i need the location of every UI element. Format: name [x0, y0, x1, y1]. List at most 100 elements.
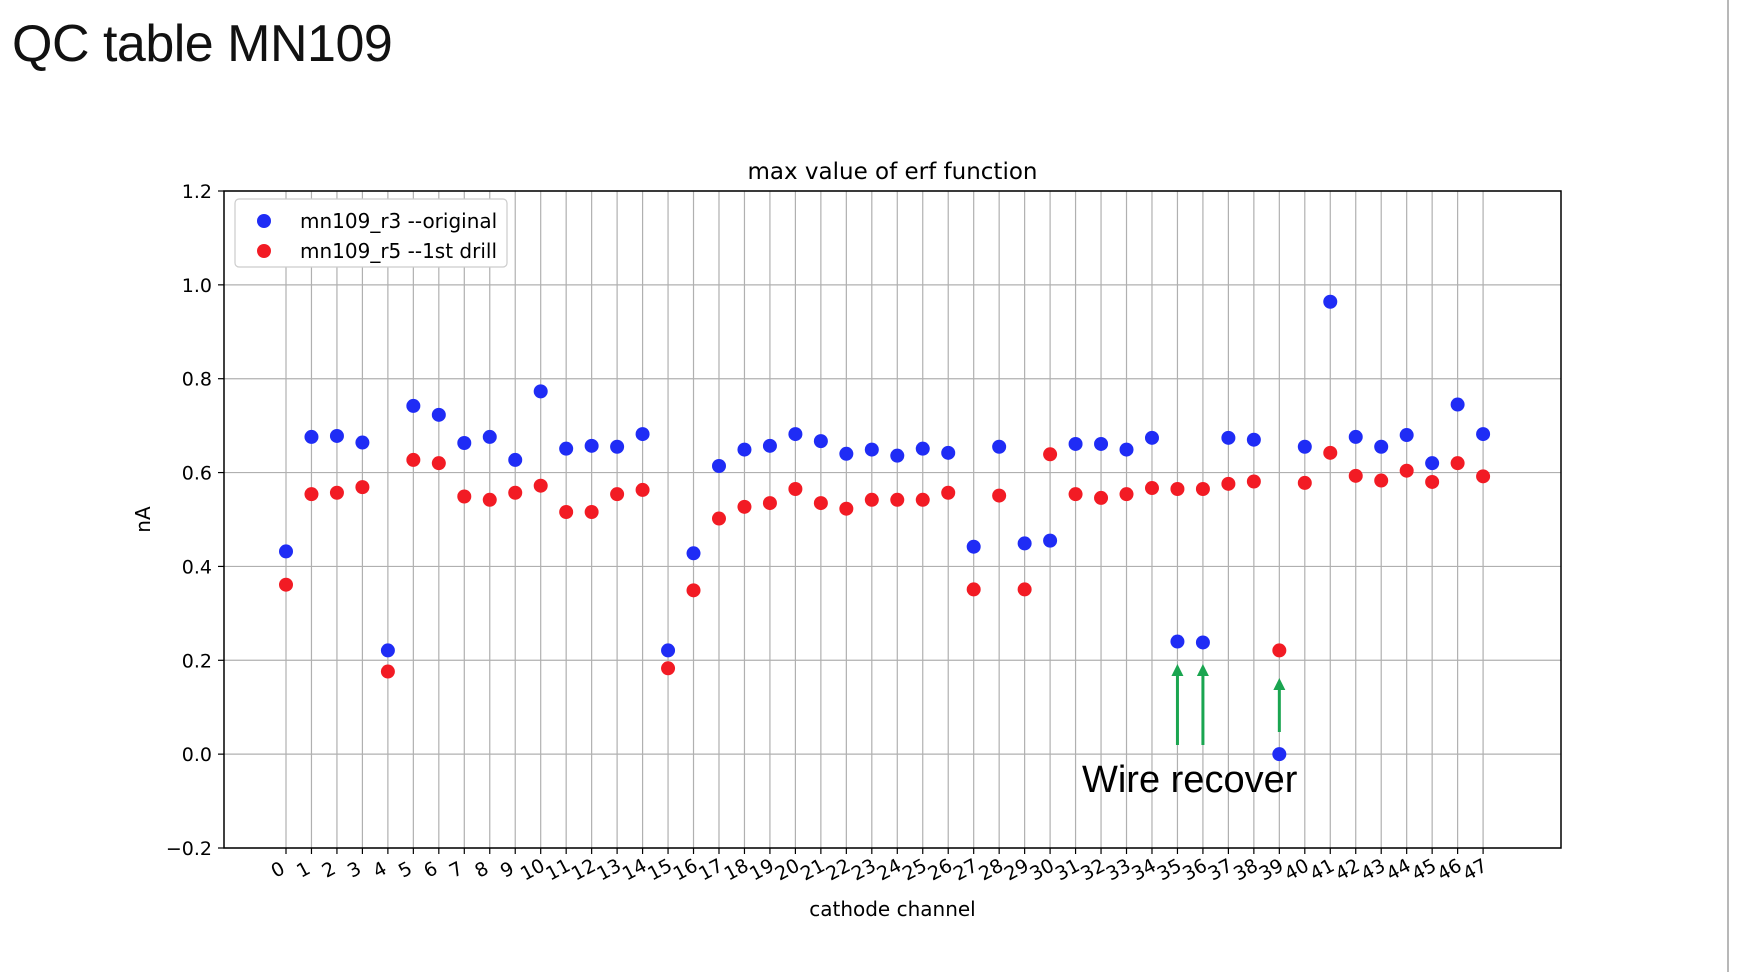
point-r3: [890, 448, 905, 463]
point-r3: [762, 438, 777, 453]
point-r5: [711, 511, 726, 526]
point-r3: [686, 546, 701, 561]
slide-title: QC table MN109: [12, 15, 393, 73]
point-r3: [635, 427, 650, 442]
point-r5: [559, 504, 574, 519]
point-r3: [1221, 430, 1236, 445]
point-r5: [686, 583, 701, 598]
point-r5: [584, 504, 599, 519]
x-tick-label: 6: [420, 857, 441, 882]
point-r5: [1068, 487, 1083, 502]
point-r5: [864, 492, 879, 507]
point-r5: [1170, 481, 1185, 496]
point-r5: [1272, 643, 1287, 658]
slide-edge-divider: [1727, 0, 1729, 972]
point-r5: [890, 492, 905, 507]
x-axis-label: cathode channel: [809, 897, 976, 921]
point-r5: [329, 485, 344, 500]
point-r5: [788, 481, 803, 496]
point-r3: [1170, 634, 1185, 649]
point-r3: [1195, 635, 1210, 650]
point-r3: [1119, 442, 1134, 457]
point-r3: [1017, 536, 1032, 551]
point-r5: [1246, 474, 1261, 489]
annotations: Wire recover: [1082, 664, 1298, 801]
point-r5: [813, 496, 828, 511]
point-r3: [1323, 294, 1338, 309]
plot-frame: [223, 190, 1562, 849]
point-r5: [533, 478, 548, 493]
point-r5: [279, 577, 293, 592]
point-r3: [533, 384, 548, 399]
point-r5: [737, 499, 752, 514]
point-r3: [1348, 429, 1363, 444]
point-r5: [1297, 475, 1312, 490]
point-r3: [279, 544, 293, 559]
point-r3: [610, 439, 625, 454]
point-r5: [1399, 463, 1414, 478]
point-r3: [941, 445, 956, 460]
point-r5: [1017, 582, 1032, 597]
y-axis: −0.2 0.0 0.2 0.4 0.6 0.8 1.0 1.2: [166, 181, 224, 860]
point-r3: [992, 439, 1007, 454]
x-tick-label: 7: [446, 857, 467, 882]
point-r3: [431, 407, 446, 422]
point-r5: [941, 485, 956, 500]
point-r5: [1144, 481, 1159, 496]
legend-label-r5: mn109_r5 --1st drill: [300, 239, 497, 263]
point-r3: [813, 434, 828, 449]
point-r3: [457, 436, 472, 451]
y-axis-label: nA: [131, 506, 155, 533]
data-points: [279, 294, 1491, 762]
x-axis: 0 1 2 3 4 5 6 7 8 9 101112131415161718192021222324…: [267, 848, 1491, 886]
point-r5: [457, 489, 472, 504]
point-r5: [1195, 481, 1210, 496]
x-tick-label: 2: [318, 857, 339, 882]
x-tick-label: 1: [293, 857, 314, 882]
point-r3: [482, 429, 497, 444]
point-r3: [1297, 439, 1312, 454]
y-tick-label: 0.6: [182, 463, 212, 485]
point-r5: [966, 582, 981, 597]
x-tick-label: 47: [1459, 855, 1491, 886]
point-r5: [380, 664, 395, 679]
point-r5: [431, 456, 446, 471]
point-r3: [966, 539, 981, 554]
y-tick-label: 0.2: [182, 650, 212, 672]
point-r5: [1094, 490, 1109, 505]
point-r3: [329, 428, 344, 443]
x-tick-label: 3: [344, 857, 365, 882]
point-r5: [304, 487, 319, 502]
point-r5: [1450, 456, 1465, 471]
x-tick-label: 8: [471, 857, 492, 882]
annotation-text: Wire recover: [1082, 759, 1298, 801]
point-r3: [1450, 397, 1465, 412]
point-r3: [1399, 428, 1414, 443]
point-r3: [839, 446, 854, 461]
point-r5: [992, 488, 1007, 503]
point-r3: [661, 643, 676, 658]
y-tick-label: 0.4: [182, 556, 212, 578]
annotation-arrow-head: [1273, 678, 1286, 690]
y-tick-label: −0.2: [166, 838, 212, 860]
point-r5: [355, 480, 370, 495]
point-r3: [1043, 533, 1058, 548]
x-tick-label: 9: [497, 857, 518, 882]
point-r5: [915, 492, 930, 507]
point-r3: [1425, 456, 1440, 471]
point-r5: [508, 485, 523, 500]
point-r3: [1246, 432, 1261, 447]
point-r5: [635, 482, 650, 497]
point-r5: [661, 661, 676, 676]
legend-label-r3: mn109_r3 --original: [300, 209, 497, 233]
point-r3: [355, 435, 370, 450]
x-tick-label: 0: [267, 857, 288, 882]
annotation-arrow-head: [1196, 664, 1209, 676]
point-r3: [788, 427, 803, 442]
point-r3: [864, 442, 879, 457]
x-tick-label: 5: [395, 857, 416, 882]
point-r5: [406, 452, 421, 467]
point-r5: [482, 492, 497, 507]
annotation-arrow-head: [1171, 664, 1184, 676]
point-r5: [1323, 445, 1338, 460]
